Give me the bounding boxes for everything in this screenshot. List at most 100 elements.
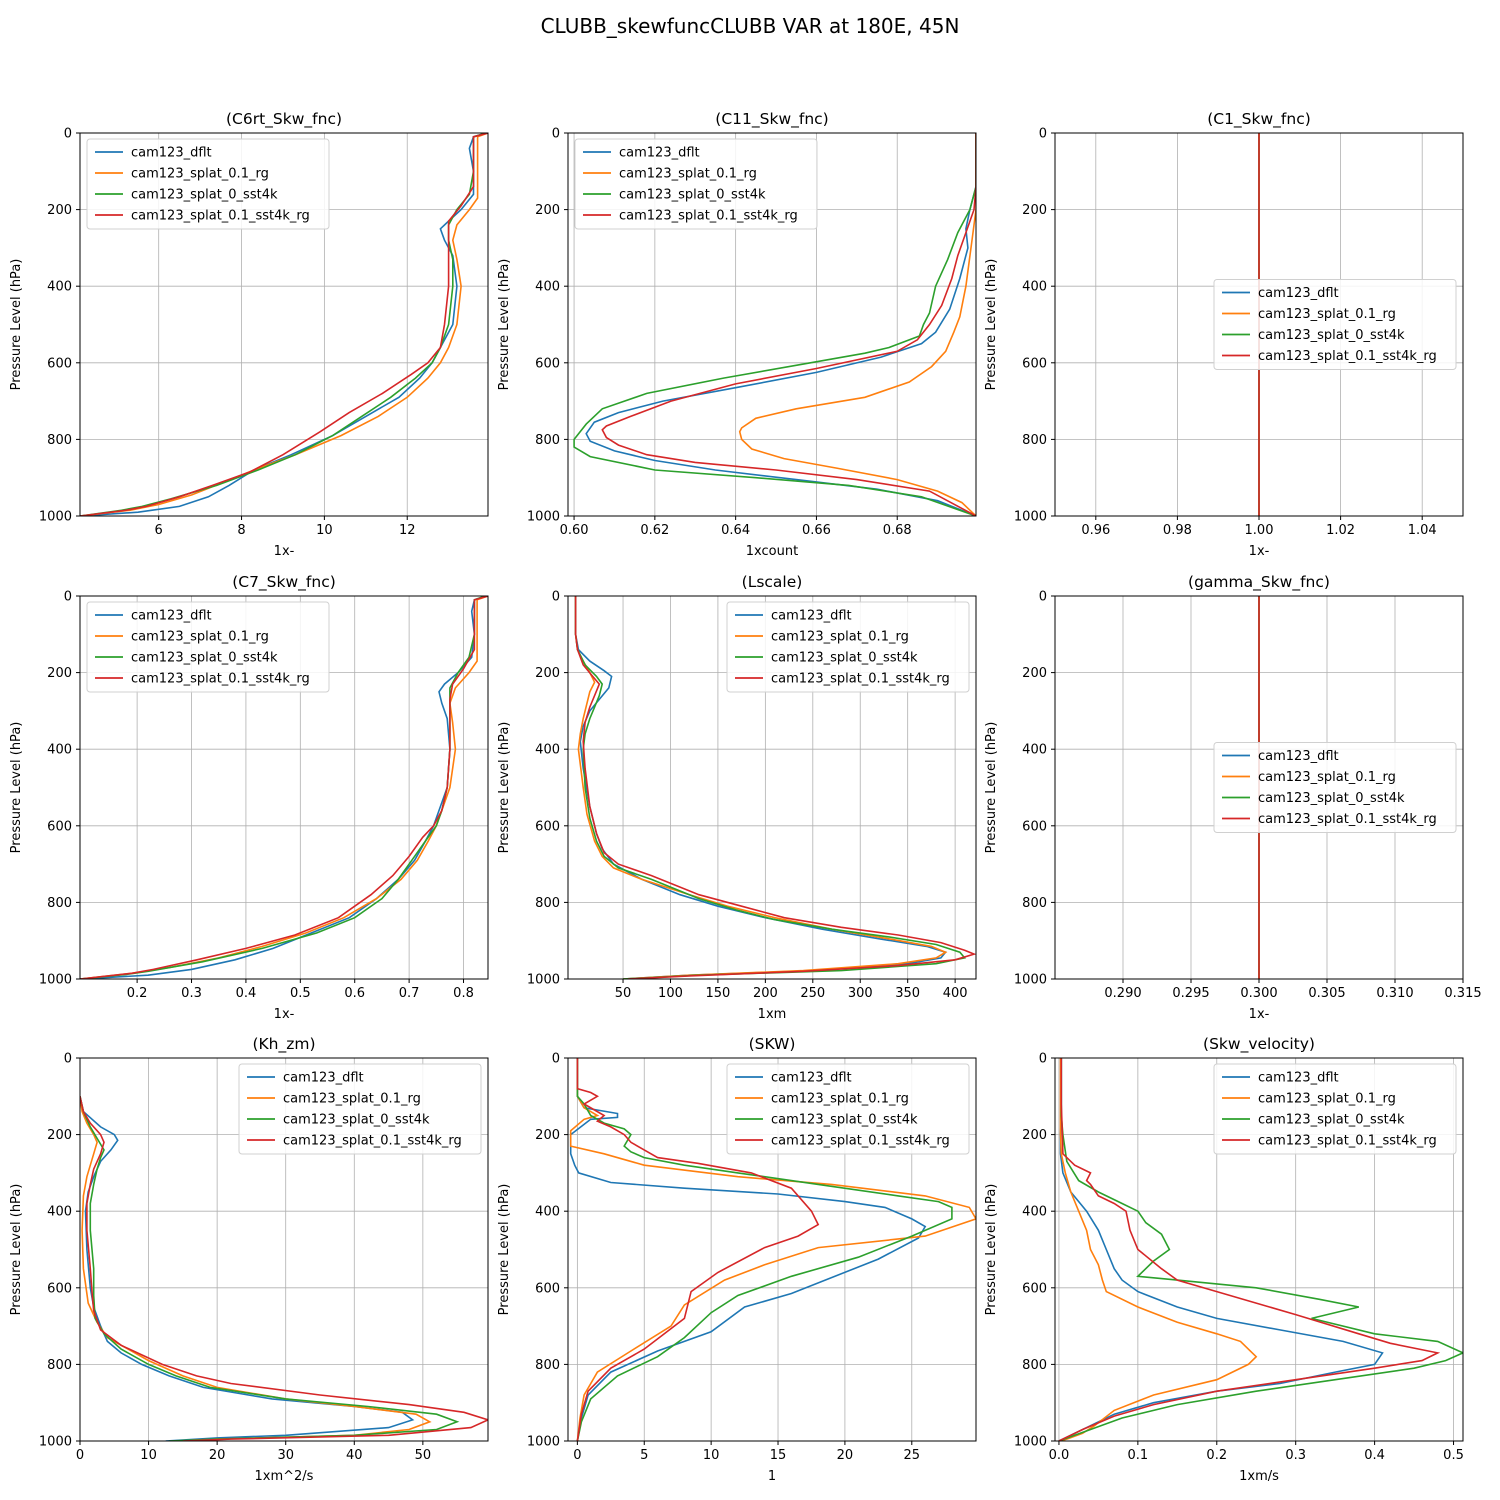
x-tick-label: 0.295 — [1172, 986, 1209, 1001]
y-tick-label: 0 — [64, 590, 72, 605]
x-tick-label: 0.60 — [560, 523, 589, 538]
subplot-title: (Lscale) — [742, 573, 803, 591]
series-line-4 — [80, 1096, 488, 1441]
y-tick-label: 400 — [47, 280, 72, 295]
figure-title: CLUBB_skewfuncCLUBB VAR at 180E, 45N — [540, 14, 960, 38]
series-line-2 — [738, 133, 976, 516]
y-tick-label: 400 — [1022, 280, 1047, 295]
subplot-8: 0 5 10 15 20 25 0 200 400 600 800 1000 (SKW) 1 Pressur… — [497, 1035, 977, 1484]
y-tick-label: 1000 — [1014, 1435, 1047, 1450]
x-tick-label: 0.2 — [127, 986, 148, 1001]
subplot-title: (Skw_velocity) — [1203, 1035, 1315, 1054]
x-tick-label: 0.3 — [181, 986, 202, 1001]
y-axis-label: Pressure Level (hPa) — [9, 722, 24, 854]
x-tick-label: 50 — [615, 986, 632, 1001]
x-tick-label: 0.66 — [802, 523, 831, 538]
x-tick-label: 0.6 — [344, 986, 365, 1001]
legend: cam123_dflt cam123_splat_0.1_rg cam123_spl… — [1213, 279, 1457, 370]
y-tick-label: 400 — [535, 743, 560, 758]
y-tick-label: 0 — [1039, 590, 1047, 605]
x-tick-label: 25 — [904, 1448, 921, 1463]
x-tick-label: 300 — [848, 986, 873, 1001]
x-tick-label: 12 — [399, 523, 416, 538]
legend-label-4: cam123_splat_0.1_sst4k_rg — [771, 672, 950, 687]
legend-label-2: cam123_splat_0.1_rg — [1258, 1092, 1396, 1107]
subplot-7: 0 10 20 30 40 50 0 200 400 600 800 1000 (Kh_zm) 1xm^2… — [9, 1035, 489, 1484]
series-line-3 — [576, 1058, 953, 1441]
x-tick-label: 0.1 — [1128, 1448, 1149, 1463]
x-axis-label: 1 — [768, 1469, 776, 1484]
legend-label-1: cam123_dflt — [131, 146, 212, 161]
legend-label-4: cam123_splat_0.1_sst4k_rg — [131, 209, 310, 224]
y-tick-label: 400 — [47, 743, 72, 758]
y-tick-label: 800 — [535, 1358, 560, 1373]
x-axis-label: 1xm^2/s — [255, 1469, 314, 1484]
x-tick-label: 6 — [155, 523, 163, 538]
x-tick-label: 10 — [703, 1448, 720, 1463]
legend-label-2: cam123_splat_0.1_rg — [771, 630, 909, 645]
legend-label-1: cam123_dflt — [1258, 1071, 1339, 1086]
y-axis-label: Pressure Level (hPa) — [497, 259, 512, 391]
y-tick-label: 1000 — [1014, 973, 1047, 988]
legend: cam123_dflt cam123_splat_0.1_rg cam123_spl… — [238, 1063, 482, 1155]
y-tick-label: 600 — [47, 356, 72, 371]
subplot-1: 6 8 10 12 0 200 400 600 800 1000 (C6rt_Skw_fnc) 1x-… — [9, 110, 489, 559]
x-tick-label: 0 — [76, 1448, 84, 1463]
x-tick-label: 40 — [346, 1448, 363, 1463]
subplot-title: (C6rt_Skw_fnc) — [226, 110, 342, 129]
series-line-4 — [80, 133, 488, 516]
series-line-3 — [80, 596, 486, 979]
axes-frame — [567, 1057, 977, 1442]
legend-box — [1213, 1063, 1457, 1155]
x-tick-label: 0.0 — [1049, 1448, 1070, 1463]
legend-label-3: cam123_splat_0_sst4k — [1258, 791, 1405, 806]
y-tick-label: 0 — [552, 127, 560, 142]
legend-label-2: cam123_splat_0.1_rg — [131, 630, 269, 645]
series-line-1 — [1058, 1058, 1384, 1441]
y-tick-label: 200 — [535, 203, 560, 218]
y-tick-label: 800 — [535, 896, 560, 911]
legend-label-1: cam123_dflt — [619, 146, 700, 161]
series-line-2 — [569, 1058, 976, 1441]
x-tick-label: 0.68 — [883, 523, 912, 538]
subplot-5: 50 100 150 200 250 300 350 400 0 200 400 600 800 1000… — [497, 573, 977, 1022]
y-tick-label: 1000 — [527, 973, 560, 988]
x-tick-label: 15 — [770, 1448, 787, 1463]
x-tick-label: 100 — [658, 986, 683, 1001]
x-tick-label: 10 — [140, 1448, 157, 1463]
y-axis-label: Pressure Level (hPa) — [497, 722, 512, 854]
legend-label-1: cam123_dflt — [771, 1071, 852, 1086]
y-tick-label: 400 — [1022, 1205, 1047, 1220]
y-tick-label: 200 — [1022, 666, 1047, 681]
x-tick-label: 0.3 — [1285, 1448, 1306, 1463]
x-tick-label: 0.4 — [236, 986, 257, 1001]
y-axis-label: Pressure Level (hPa) — [9, 1184, 24, 1316]
x-tick-label: 50 — [415, 1448, 432, 1463]
axes-frame — [567, 132, 977, 517]
y-tick-label: 200 — [47, 1128, 72, 1143]
legend-label-2: cam123_splat_0.1_rg — [619, 167, 757, 182]
y-axis-label: Pressure Level (hPa) — [984, 1184, 999, 1316]
series-line-4 — [1058, 1058, 1441, 1441]
y-tick-label: 800 — [47, 433, 72, 448]
subplot-3: 0.96 0.98 1.00 1.02 1.04 0 200 400 600 800 1000 (C1… — [984, 110, 1464, 559]
y-tick-label: 1000 — [527, 1435, 560, 1450]
x-tick-label: 400 — [943, 986, 968, 1001]
y-tick-label: 800 — [47, 1358, 72, 1373]
axes-frame — [79, 595, 489, 980]
series-line-1 — [80, 596, 486, 979]
y-tick-label: 1000 — [39, 973, 72, 988]
legend: cam123_dflt cam123_splat_0.1_rg cam123_spl… — [726, 1063, 970, 1155]
x-tick-label: 1.02 — [1326, 523, 1355, 538]
x-axis-label: 1xcount — [746, 544, 798, 559]
legend-box — [238, 1063, 482, 1155]
y-tick-label: 800 — [535, 433, 560, 448]
series-line-2 — [1058, 1058, 1258, 1441]
y-tick-label: 1000 — [527, 510, 560, 525]
x-tick-label: 20 — [837, 1448, 854, 1463]
y-tick-label: 600 — [1022, 819, 1047, 834]
legend-label-3: cam123_splat_0_sst4k — [1258, 1113, 1405, 1128]
legend-box — [1213, 279, 1457, 370]
x-tick-label: 0.2 — [1206, 1448, 1227, 1463]
